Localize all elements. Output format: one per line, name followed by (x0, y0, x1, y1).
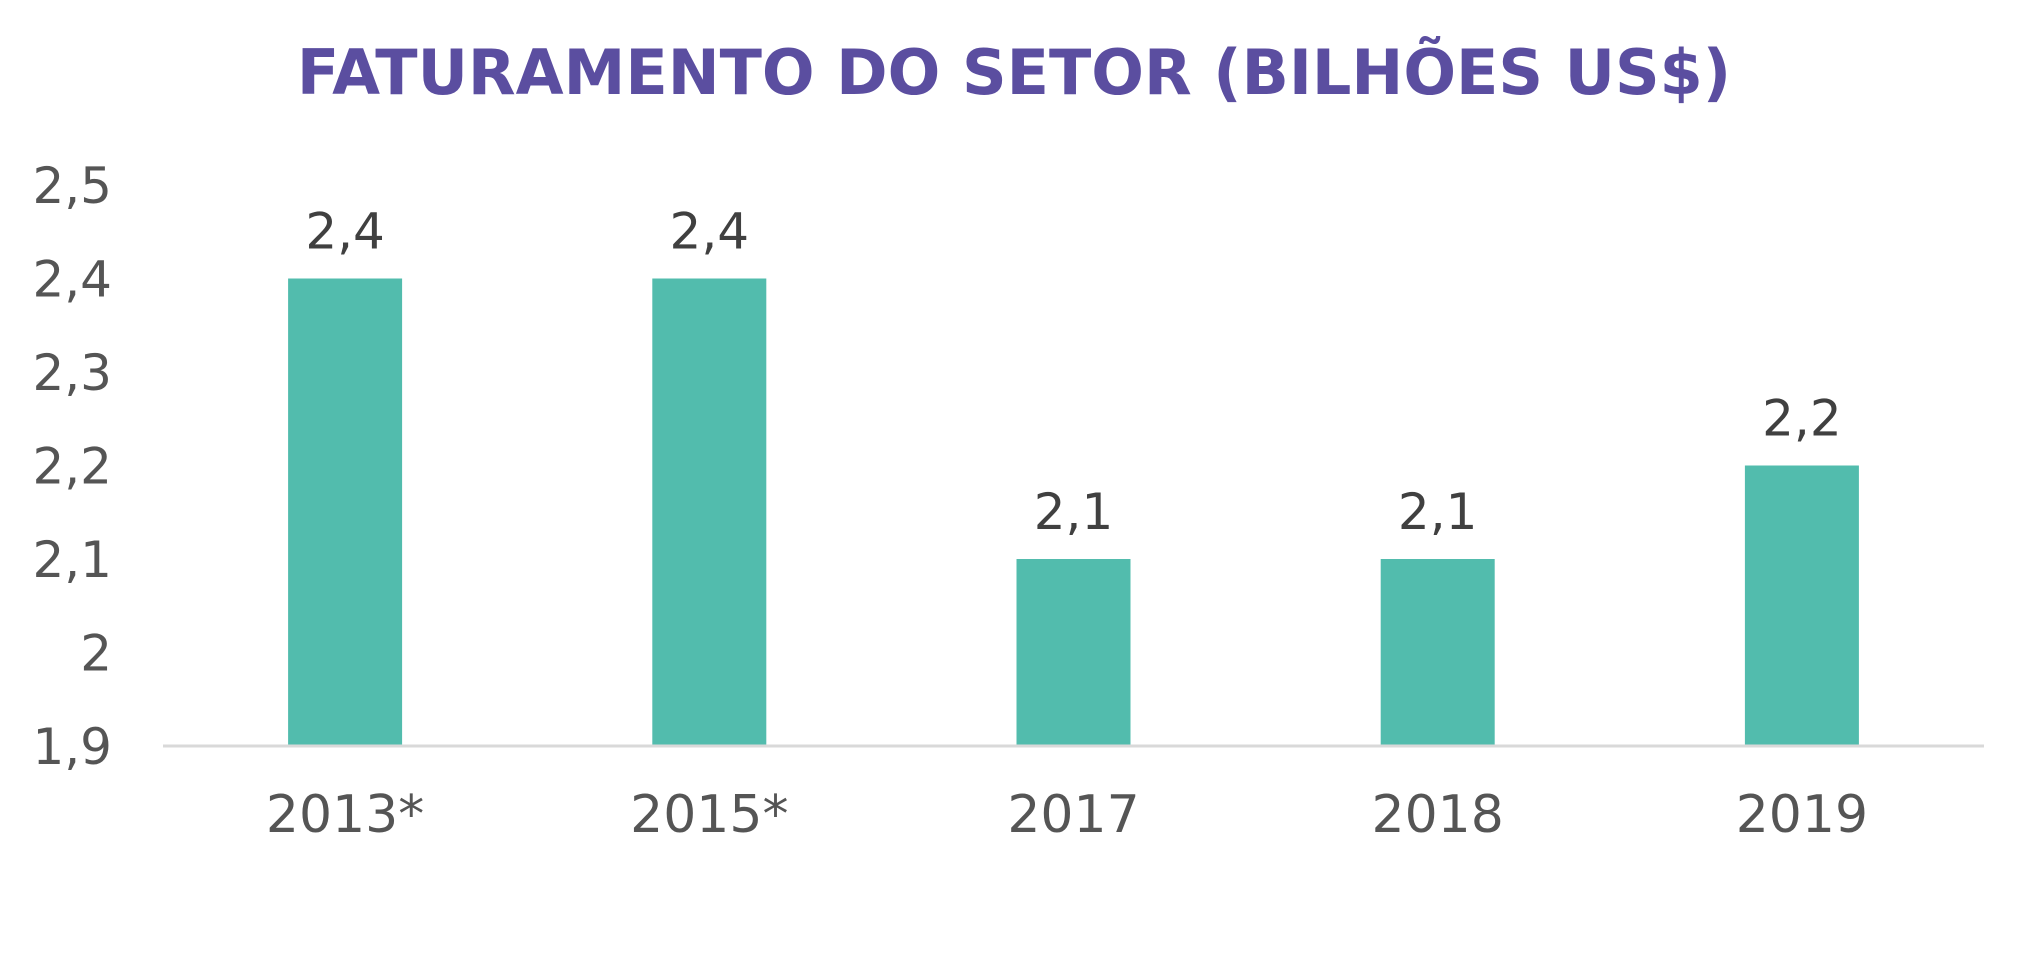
x-category-label: 2019 (1736, 785, 1868, 845)
bar (652, 278, 767, 746)
bars-group: 2,4 2,4 2,1 2,1 2,2 (288, 203, 1859, 746)
chart-title: FATURAMENTO DO SETOR (BILHÕES US$) (297, 36, 1731, 109)
bar-value-label: 2,4 (670, 203, 750, 261)
y-tick-label: 2 (80, 625, 112, 683)
bar-value-label: 2,1 (1034, 483, 1114, 541)
bar (1016, 559, 1131, 746)
y-axis: 1,9 2 2,1 2,2 2,3 2,4 2,5 (32, 157, 112, 776)
bar (1744, 465, 1859, 746)
y-tick-label: 2,3 (32, 344, 112, 402)
x-category-label: 2017 (1007, 785, 1139, 845)
bar (288, 278, 403, 746)
y-tick-label: 2,2 (32, 438, 112, 496)
bar-value-label: 2,2 (1762, 390, 1842, 448)
bar-value-label: 2,1 (1398, 483, 1478, 541)
bar-value-label: 2,4 (305, 203, 385, 261)
y-tick-label: 2,5 (32, 157, 112, 215)
x-axis: 2013* 2015* 2017 2018 2019 (266, 785, 1868, 845)
x-category-label: 2015* (630, 785, 788, 845)
x-category-label: 2013* (266, 785, 424, 845)
y-tick-label: 2,4 (32, 251, 112, 309)
y-tick-label: 2,1 (32, 531, 112, 589)
bar (1380, 559, 1495, 746)
y-tick-label: 1,9 (32, 718, 112, 776)
x-category-label: 2018 (1372, 785, 1504, 845)
